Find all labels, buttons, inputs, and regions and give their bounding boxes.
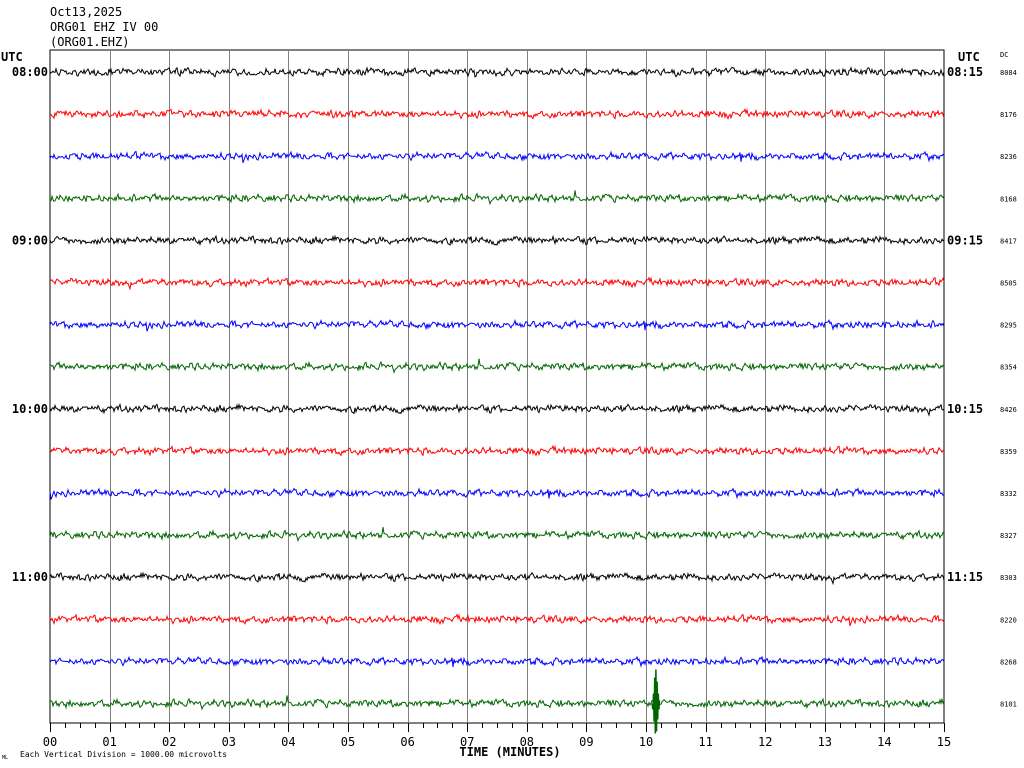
trace-row-4	[49, 234, 945, 247]
trace-row-12	[49, 571, 945, 586]
trace-row-7	[50, 358, 945, 374]
x-tick-label: 08	[520, 735, 534, 749]
x-tick-label: 03	[222, 735, 236, 749]
row-dc-value: 8332	[1000, 490, 1017, 498]
x-tick-label: 05	[341, 735, 355, 749]
trace-row-11	[49, 527, 945, 543]
row-dc-value: 8220	[1000, 616, 1017, 624]
row-dc-value: 8176	[1000, 111, 1017, 119]
row-right-time-label: 11:15	[947, 570, 983, 584]
trace-row-0	[49, 66, 945, 78]
x-tick-label: 00	[43, 735, 57, 749]
row-dc-value: 8327	[1000, 532, 1017, 540]
right-utc-label: UTC	[958, 50, 980, 64]
x-tick-label: 15	[937, 735, 951, 749]
x-tick-label: 11	[698, 735, 712, 749]
trace-row-3	[49, 190, 945, 206]
trace-row-2	[49, 150, 945, 163]
time-axis: 00 01 02 03 04 05 06 07 08 09 10 11 12 13 14 15	[43, 723, 951, 749]
row-dc-value: 8084	[1000, 69, 1017, 77]
x-tick-label: 12	[758, 735, 772, 749]
row-dc-value: 8168	[1000, 195, 1017, 203]
event-spike-0	[651, 669, 661, 734]
trace-row-10	[49, 487, 945, 500]
row-dc-value: 8505	[1000, 280, 1017, 288]
row-dc-value: 8359	[1000, 448, 1017, 456]
x-tick-label: 04	[281, 735, 295, 749]
header-channel: (ORG01.EHZ)	[50, 35, 129, 49]
row-dc-value: 8303	[1000, 574, 1017, 582]
trace-row-9	[49, 444, 945, 457]
row-dc-value: 8268	[1000, 658, 1017, 666]
row-right-time-label: 09:15	[947, 233, 983, 247]
row-dc-value: 8426	[1000, 406, 1017, 414]
row-dc-value: 8101	[1000, 701, 1017, 709]
row-left-time-label: 11:00	[12, 570, 48, 584]
row-left-time-label: 10:00	[12, 402, 48, 416]
row-dc-value: 8295	[1000, 322, 1017, 330]
row-labels: 08:00 08:15 8084 8176 8236 8168 09:00 09:15 8417…	[12, 65, 1017, 709]
row-dc-value: 8236	[1000, 153, 1017, 161]
row-right-time-label: 10:15	[947, 402, 983, 416]
x-tick-label: 07	[460, 735, 474, 749]
header-date: Oct13,2025	[50, 5, 122, 19]
x-tick-label: 02	[162, 735, 176, 749]
row-left-time-label: 09:00	[12, 233, 48, 247]
header-station: ORG01 EHZ IV 00	[50, 20, 158, 34]
left-utc-label: UTC	[1, 50, 23, 64]
scale-note: Each Vertical Division = 1000.00 microvo…	[20, 750, 227, 759]
x-tick-label: 01	[102, 735, 116, 749]
trace-group	[49, 66, 945, 734]
x-axis-title: TIME (MINUTES)	[459, 745, 560, 759]
row-dc-value: 8354	[1000, 364, 1017, 372]
trace-row-6	[49, 318, 945, 332]
x-tick-label: 13	[818, 735, 832, 749]
row-left-time-label: 08:00	[12, 65, 48, 79]
dc-header-label: DC	[1000, 51, 1008, 59]
trace-row-1	[50, 107, 945, 120]
x-tick-label: 14	[877, 735, 891, 749]
row-dc-value: 8417	[1000, 237, 1017, 245]
trace-row-15	[49, 695, 945, 711]
minute-grid	[110, 50, 885, 723]
trace-row-8	[49, 402, 945, 417]
x-tick-label: 06	[400, 735, 414, 749]
x-tick-label: 09	[579, 735, 593, 749]
trace-row-14	[49, 655, 945, 668]
corner-mark: ML	[2, 755, 8, 761]
x-tick-label: 10	[639, 735, 653, 749]
trace-row-5	[49, 276, 945, 291]
trace-row-13	[49, 613, 945, 627]
row-right-time-label: 08:15	[947, 65, 983, 79]
